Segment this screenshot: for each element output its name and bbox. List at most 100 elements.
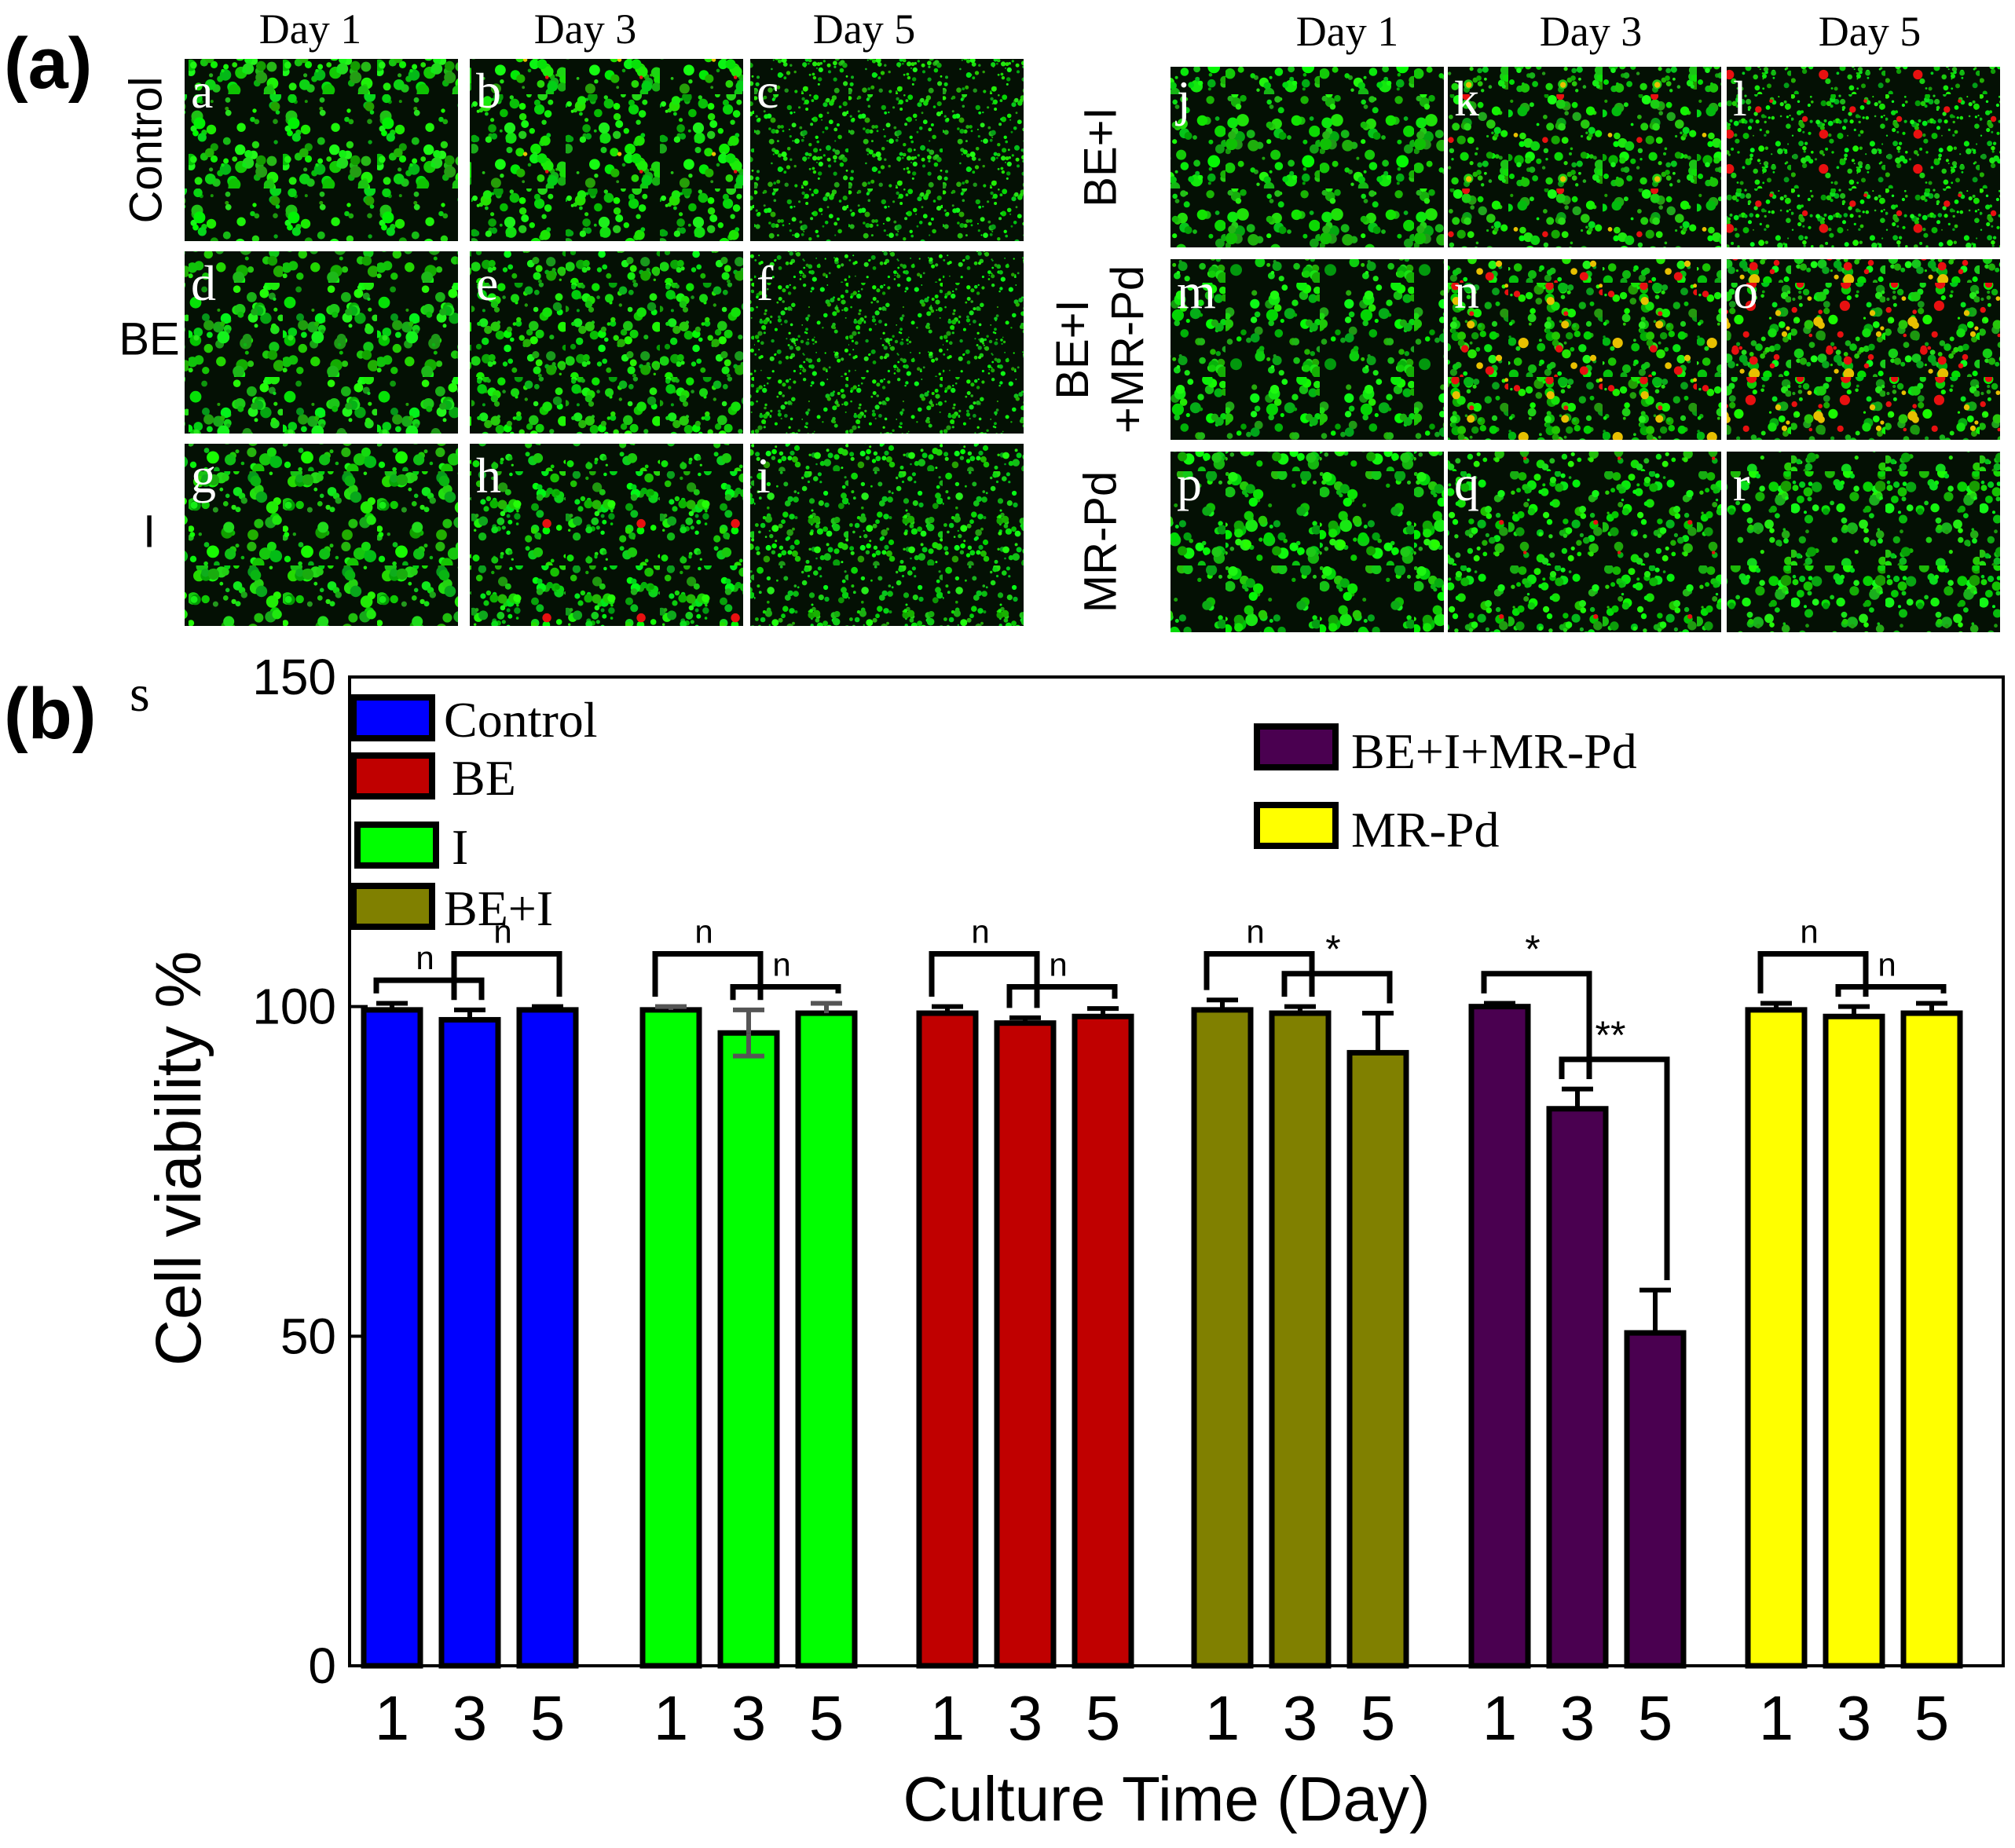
micrograph-b — [470, 59, 743, 241]
x-tick-label: 1 — [1482, 1683, 1518, 1753]
x-axis-label: Culture Time (Day) — [903, 1764, 1430, 1834]
micrograph-letter: q — [1454, 456, 1479, 511]
significance-bracket — [373, 977, 485, 1001]
micrograph-r — [1727, 452, 2000, 632]
x-tick-label: 5 — [809, 1683, 844, 1753]
x-tick-label: 5 — [1361, 1683, 1396, 1753]
significance-bracket — [1559, 1056, 1670, 1280]
micrograph-letter: h — [476, 448, 501, 503]
micrograph-letter: p — [1177, 456, 1202, 511]
micrograph-n — [1448, 259, 1721, 440]
day-header: Day 3 — [1540, 8, 1642, 55]
row-label-beimrpd: BE+I+MR-Pd — [1047, 265, 1153, 434]
bar-be-day3 — [994, 1020, 1057, 1669]
significance-label: * — [1325, 928, 1340, 972]
x-tick-label: 5 — [530, 1683, 566, 1753]
micrograph-a — [185, 59, 458, 241]
micrograph-letter: n — [1454, 263, 1479, 319]
row-label-bei: BE+I — [1075, 107, 1126, 207]
legend-swatch-i — [354, 822, 439, 869]
legend-swatch-be — [350, 752, 435, 800]
y-axis-label: Cell viability % — [143, 951, 214, 1367]
x-tick-label: 1 — [375, 1683, 410, 1753]
significance-label: n — [772, 946, 790, 983]
significance-bracket — [652, 951, 764, 1001]
legend-swatch-control — [350, 694, 435, 741]
significance-bracket — [1481, 971, 1592, 1079]
significance-label: * — [1525, 928, 1540, 972]
y-tick-label: 100 — [252, 979, 336, 1035]
significance-label: n — [694, 913, 713, 950]
row-label-mrpd: MR-Pd — [1075, 471, 1126, 613]
micrograph-d — [185, 251, 458, 434]
significance-label: ** — [1596, 1013, 1626, 1057]
micrograph-letter: l — [1733, 71, 1747, 126]
y-tick-label: 150 — [252, 649, 336, 705]
bar-be-i-mr-pd-day5 — [1624, 1330, 1687, 1669]
legend-swatch-be-i-mr-pd — [1254, 723, 1339, 770]
significance-label: n — [1878, 946, 1896, 983]
panel-s-label: s — [130, 665, 150, 723]
row-label-control: Control — [120, 77, 171, 224]
micrograph-c — [750, 59, 1024, 241]
x-tick-label: 3 — [1008, 1683, 1043, 1753]
significance-label: n — [1246, 913, 1264, 950]
significance-bracket — [451, 951, 562, 1001]
x-tick-label: 3 — [731, 1683, 767, 1753]
day-header: Day 1 — [259, 5, 361, 53]
x-tick-label: 5 — [1638, 1683, 1673, 1753]
bar-i-day5 — [795, 1010, 858, 1669]
panel-b-label: (b) — [4, 674, 96, 754]
significance-label: n — [1049, 946, 1067, 983]
bar-be-day1 — [916, 1010, 979, 1669]
micrograph-o — [1727, 259, 2000, 440]
micrograph-letter: r — [1733, 456, 1749, 511]
micrograph-i — [750, 444, 1024, 626]
significance-bracket — [929, 951, 1040, 1008]
micrograph-l — [1727, 67, 2000, 247]
micrograph-letter: c — [757, 63, 779, 119]
legend-swatch-mr-pd — [1254, 802, 1339, 849]
significance-bracket — [1835, 983, 1947, 997]
micrograph-f — [750, 251, 1024, 434]
y-tick-label: 0 — [308, 1638, 336, 1694]
x-tick-label: 3 — [452, 1683, 488, 1753]
micrograph-grid-left: Day 1 Day 3 Day 5 Control a b c BEd e f Ig h i — [119, 5, 1024, 626]
x-tick-label: 5 — [1914, 1683, 1950, 1753]
micrograph-letter: g — [191, 448, 216, 503]
bar-be-day5 — [1072, 1013, 1134, 1669]
x-tick-label: 1 — [1759, 1683, 1794, 1753]
legend-label: BE — [452, 750, 516, 806]
x-tick-label: 3 — [1837, 1683, 1872, 1753]
bar-be-i-day1 — [1191, 1007, 1254, 1669]
day-header: Day 3 — [534, 5, 636, 53]
bar-mr-pd-day3 — [1823, 1013, 1885, 1669]
legend-swatch-be-i — [350, 883, 435, 930]
micrograph-g — [185, 444, 458, 626]
significance-label: n — [971, 913, 989, 950]
micrograph-j — [1171, 67, 1444, 247]
bar-control-day1 — [361, 1007, 423, 1669]
y-tick-label: 50 — [280, 1308, 336, 1364]
micrograph-grid-right: Day 1 Day 3 Day 5 BE+I j k l BE+I+MR-Pd m n o MR-Pd… — [1047, 8, 2000, 632]
significance-label: n — [493, 913, 511, 950]
day-header: Day 5 — [813, 5, 915, 53]
micrograph-letter: i — [757, 448, 771, 503]
bar-i-day3 — [717, 1030, 780, 1669]
bar-be-i-day5 — [1346, 1049, 1409, 1669]
bar-control-day5 — [516, 1007, 579, 1669]
micrograph-letter: o — [1733, 263, 1758, 319]
significance-label: n — [1800, 913, 1818, 950]
significance-label: n — [416, 939, 434, 976]
micrograph-letter: b — [476, 63, 501, 119]
row-label-i: I — [143, 506, 156, 557]
panel-a-label: (a) — [4, 24, 92, 104]
micrograph-m — [1171, 259, 1444, 440]
significance-bracket — [1757, 951, 1869, 997]
x-tick-label: 5 — [1086, 1683, 1121, 1753]
bar-be-i-mr-pd-day3 — [1546, 1106, 1609, 1669]
micrograph-e — [470, 251, 743, 434]
